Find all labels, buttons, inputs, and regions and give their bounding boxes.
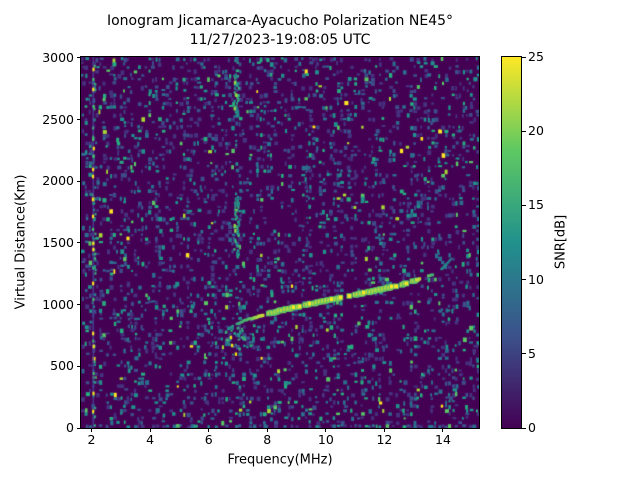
colorbar-tick-label: 15	[528, 197, 544, 213]
x-tick-label: 14	[435, 432, 451, 447]
colorbar-tick-label: 5	[528, 345, 536, 361]
y-tick-label: 0	[66, 420, 74, 435]
y-tick-mark	[76, 427, 81, 429]
colorbar-tick-label: 10	[528, 271, 544, 287]
x-tick-label: 10	[317, 432, 334, 447]
y-tick-mark	[76, 365, 81, 367]
colorbar-tick-mark	[522, 56, 526, 58]
y-tick-label: 2500	[42, 111, 74, 127]
y-tick-mark	[76, 119, 81, 121]
y-tick-label: 1000	[42, 296, 74, 312]
y-tick-mark	[76, 242, 81, 244]
y-tick-label: 3000	[42, 49, 74, 65]
x-tick-label: 4	[146, 432, 155, 447]
x-tick-mark	[91, 428, 93, 432]
colorbar-tick-mark	[522, 204, 526, 206]
chart-subtitle: 11/27/2023-19:08:05 UTC	[189, 32, 371, 48]
colorbar-tick-mark	[522, 427, 526, 429]
colorbar-tick-mark	[522, 279, 526, 281]
chart-title: Ionogram Jicamarca-Ayacucho Polarization…	[106, 13, 454, 29]
x-tick-label: 2	[87, 432, 96, 447]
y-tick-mark	[76, 57, 81, 59]
x-tick-mark	[266, 428, 268, 432]
colorbar-label: SNR[dB]	[553, 214, 569, 270]
colorbar-tick-mark	[522, 130, 526, 132]
x-tick-label: 6	[204, 432, 213, 447]
colorbar	[501, 56, 522, 429]
y-tick-label: 2000	[42, 173, 74, 189]
x-tick-mark	[383, 428, 385, 432]
x-tick-mark	[208, 428, 210, 432]
colorbar-tick-mark	[522, 353, 526, 355]
x-tick-label: 8	[263, 432, 272, 447]
y-tick-label: 1500	[42, 234, 74, 250]
colorbar-tick-label: 0	[528, 420, 536, 435]
ionogram-heatmap	[81, 57, 479, 428]
plot-area	[80, 56, 480, 429]
y-tick-label: 500	[50, 358, 74, 374]
colorbar-tick-label: 25	[528, 49, 544, 64]
x-tick-mark	[149, 428, 151, 432]
x-tick-mark	[442, 428, 444, 432]
x-tick-mark	[325, 428, 327, 432]
x-tick-label: 12	[376, 432, 393, 447]
y-tick-mark	[76, 180, 81, 182]
x-axis-label: Frequency(MHz)	[227, 452, 333, 468]
colorbar-tick-label: 20	[528, 123, 544, 139]
y-tick-mark	[76, 304, 81, 306]
